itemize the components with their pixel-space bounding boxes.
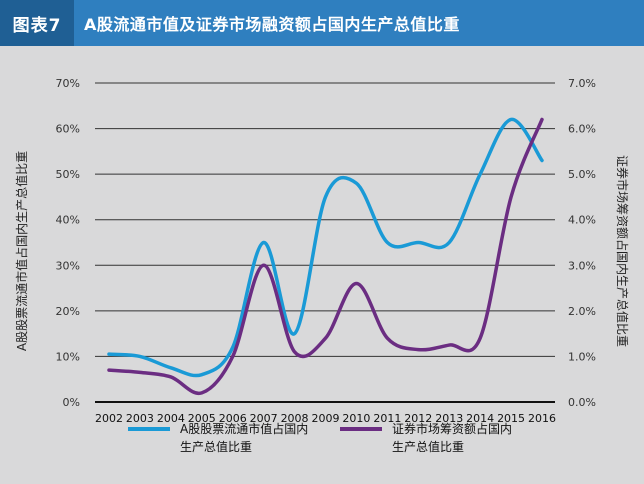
series-lines [107,117,544,396]
figure-header: 图表7 A股流通市值及证券市场融资额占国内生产总值比重 [0,0,644,46]
right-axis-ticks: 0.0% 1.0% 2.0% 3.0% 4.0% 5.0% 6.0% 7.0% [568,77,596,409]
left-tick-label: 0% [63,396,80,409]
left-tick-label: 70% [56,77,80,90]
right-tick-label: 2.0% [568,305,596,318]
x-tick-label: 2007 [250,412,278,425]
left-tick-label: 50% [56,168,80,181]
x-tick-label: 2016 [528,412,556,425]
figure-title: A股流通市值及证券市场融资额占国内生产总值比重 [84,15,460,34]
left-tick-label: 60% [56,123,80,136]
legend-label-1: A股股票流通市值占国内 [180,421,308,436]
x-tick-label: 2003 [126,412,154,425]
left-axis-label: A股股票流通市值占国内生产总值比重 [14,151,29,351]
right-tick-label: 5.0% [568,168,596,181]
x-tick-label: 2009 [312,412,340,425]
right-tick-label: 6.0% [568,123,596,136]
chart-area: 0% 10% 20% 30% 40% 50% 60% 70% 0.0% 1.0% 2.0% 3.0%… [14,77,630,454]
left-tick-label: 20% [56,305,80,318]
x-tick-label: 2006 [219,412,247,425]
grid-lines [95,82,555,403]
x-tick-label: 2015 [497,412,525,425]
right-tick-label: 1.0% [568,350,596,363]
x-tick-label: 2013 [435,412,463,425]
x-tick-label: 2004 [157,412,185,425]
figure-tag: 图表7 [0,0,74,46]
series-line-1 [107,117,544,378]
x-tick-label: 2012 [404,412,432,425]
legend-label-2: 生产总值比重 [392,439,464,454]
left-tick-label: 40% [56,214,80,227]
x-tick-label: 2005 [188,412,216,425]
right-tick-label: 7.0% [568,77,596,90]
left-axis-ticks: 0% 10% 20% 30% 40% 50% 60% 70% [56,77,80,409]
right-tick-label: 3.0% [568,259,596,272]
right-tick-label: 0.0% [568,396,596,409]
x-axis-ticks: 2002 2003 2004 2005 2006 2007 2008 2009 2010 2011… [95,412,556,425]
series-line-2 [107,117,544,396]
left-tick-label: 30% [56,259,80,272]
legend-label-1: 生产总值比重 [180,439,252,454]
x-tick-label: 2008 [281,412,309,425]
right-tick-label: 4.0% [568,214,596,227]
x-tick-label: 2011 [373,412,401,425]
x-tick-label: 2014 [466,412,494,425]
right-axis-label: 证券市场筹资额占国内生产总值比重 [615,155,630,347]
left-tick-label: 10% [56,350,80,363]
x-tick-label: 2002 [95,412,123,425]
x-tick-label: 2010 [342,412,370,425]
legend-label-2: 证券市场筹资额占国内 [392,421,512,436]
